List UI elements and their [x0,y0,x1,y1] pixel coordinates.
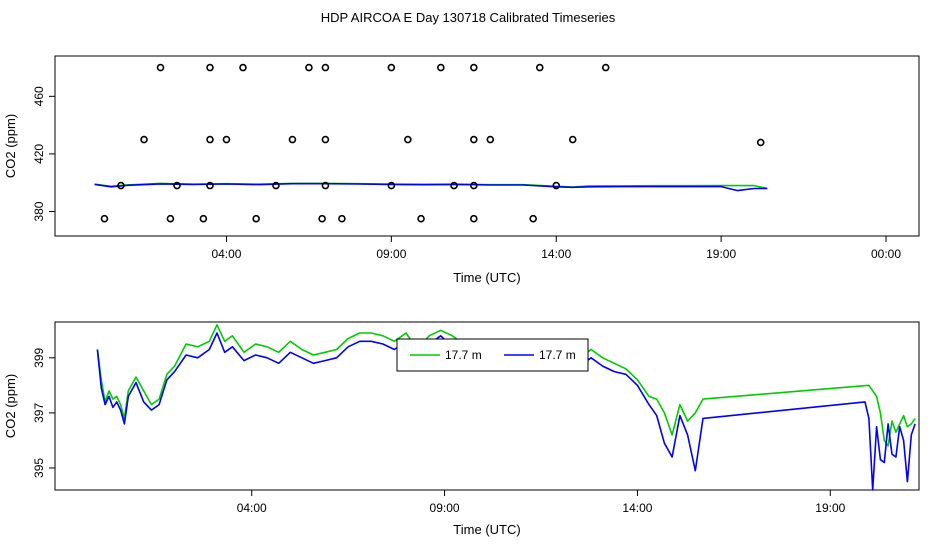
bottom-y-tick-label: 397 [32,403,46,423]
bottom-series-line-green [96,323,916,447]
top-scatter-point [321,181,330,190]
top-x-axis-label: Time (UTC) [453,270,520,285]
top-x-tick-label: 09:00 [376,247,406,261]
top-scatter-point [288,135,297,144]
top-scatter-point [117,181,125,190]
top-scatter-point [156,63,165,72]
top-scatter-point [140,135,148,144]
top-y-tick-label: 380 [32,201,46,221]
top-scatter-point [470,135,478,144]
top-scatter-point [206,181,214,190]
top-plot-frame [54,55,920,237]
top-scatter-point [568,135,577,144]
top-scatter-point [470,214,478,223]
top-scatter-point [239,63,247,72]
bottom-y-axis: 395 397 399 [32,347,55,478]
top-scatter-point [387,63,396,72]
legend-label-blue: 17.7 m [539,348,576,362]
bottom-x-tick-label: 09:00 [430,501,460,515]
top-scatter-point [100,214,109,223]
bottom-plot-frame [54,321,920,491]
top-y-tick-label: 420 [32,144,46,164]
bottom-x-tick-label: 04:00 [237,501,267,515]
top-scatter-point [417,214,425,223]
top-panel: 04:00 09:00 14:00 19:00 00:00 380 420 460 Time… [3,55,920,285]
top-y-axis: 380 420 460 [32,86,55,222]
top-scatter-point [437,63,445,72]
bottom-panel: 04:00 09:00 14:00 19:00 395 397 399 Time (UTC… [3,321,920,537]
top-scatter-point [252,214,260,223]
top-x-tick-label: 14:00 [541,247,571,261]
top-scatter-point [206,63,214,72]
bottom-x-tick-label: 19:00 [815,501,845,515]
top-scatter-point [199,214,208,223]
top-scatter-point [529,214,537,223]
top-scatter-point [601,63,610,72]
top-y-tick-label: 460 [32,86,46,106]
top-scatter-point [486,135,495,144]
top-scatter-point [321,63,330,72]
top-scatter-point [450,181,458,190]
top-plot-data [94,63,768,223]
top-series-line-blue [94,182,768,192]
top-x-tick-label: 19:00 [706,247,736,261]
top-scatter-point [387,181,396,190]
top-x-tick-label: 00:00 [871,247,901,261]
bottom-x-tick-label: 14:00 [622,501,652,515]
top-scatter-point [173,181,181,190]
top-scatter-point [305,63,313,72]
top-x-tick-label: 04:00 [211,247,241,261]
top-scatter-point [404,135,412,144]
top-scatter-point [470,63,478,72]
bottom-x-axis: 04:00 09:00 14:00 19:00 [237,490,846,515]
legend-label-green: 17.7 m [445,348,482,362]
top-scatter-point [206,135,214,144]
top-scatter-point [166,214,175,223]
top-scatter-point [222,135,231,144]
bottom-y-tick-label: 395 [32,458,46,478]
bottom-y-tick-label: 399 [32,347,46,367]
top-scatter-point [272,181,280,190]
bottom-y-axis-label: CO2 (ppm) [3,374,18,438]
top-scatter-point [318,214,326,223]
top-scatter-point [552,181,561,190]
top-y-axis-label: CO2 (ppm) [3,114,18,178]
figure-title: HDP AIRCOA E Day 130718 Calibrated Times… [321,10,616,25]
top-scatter-point [756,138,765,147]
bottom-x-axis-label: Time (UTC) [453,522,520,537]
top-scatter-point [338,214,346,223]
top-scatter-point [321,135,330,144]
top-scatter-point [535,63,544,72]
top-scatter-point [470,181,478,190]
legend: 17.7 m 17.7 m [396,338,589,372]
top-x-axis: 04:00 09:00 14:00 19:00 00:00 [211,236,901,261]
